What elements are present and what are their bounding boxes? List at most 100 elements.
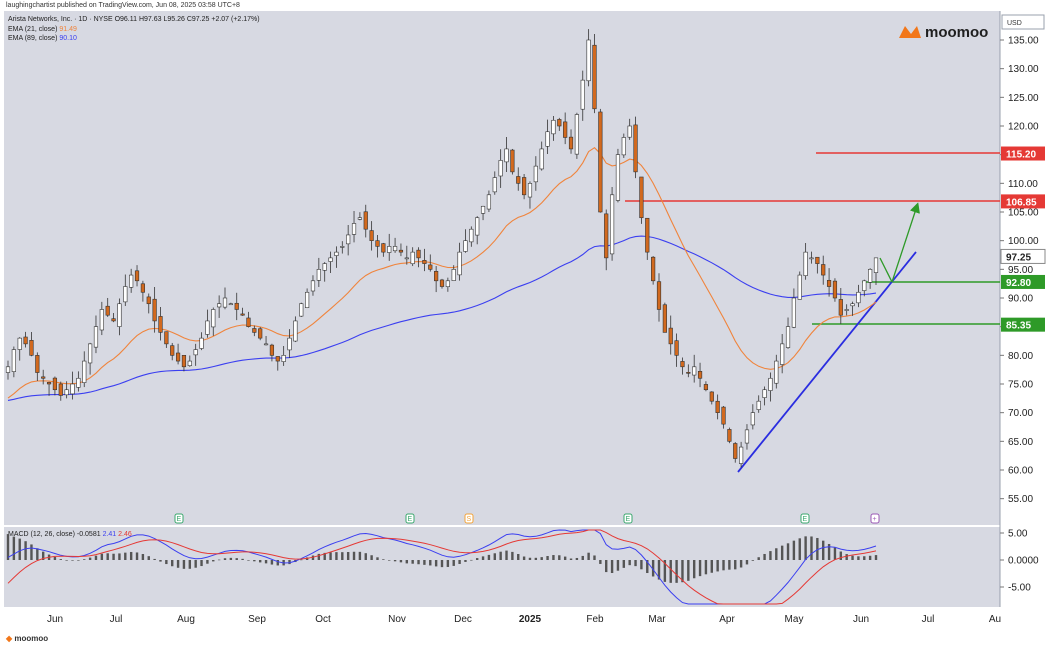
candle xyxy=(23,336,28,345)
macd-hist-bar xyxy=(83,559,86,560)
event-marker[interactable] xyxy=(800,513,810,524)
candle xyxy=(545,131,550,147)
candle xyxy=(498,160,503,177)
candle xyxy=(428,264,433,270)
event-marker[interactable] xyxy=(174,513,184,524)
symbol-legend: Arista Networks, Inc. · 1D · NYSE O96.11… xyxy=(8,16,260,23)
event-marker[interactable] xyxy=(405,513,415,524)
candle xyxy=(680,361,685,368)
macd-hist-bar xyxy=(728,560,731,570)
candle xyxy=(850,303,855,307)
macd-hist-bar xyxy=(270,560,274,565)
macd-hist-bar xyxy=(470,559,473,561)
candle xyxy=(592,44,597,110)
candle xyxy=(99,309,104,331)
candle xyxy=(58,383,63,396)
macd-hist-bar xyxy=(147,556,150,560)
event-marker[interactable] xyxy=(464,513,474,524)
macd-hist-bar xyxy=(382,559,385,560)
candle xyxy=(117,303,122,327)
candle xyxy=(35,355,40,373)
macd-hist-bar xyxy=(24,541,27,560)
candle xyxy=(363,211,368,230)
candle xyxy=(551,119,556,135)
candle xyxy=(586,39,591,82)
candle xyxy=(263,343,269,346)
macd-hist-bar xyxy=(845,554,848,560)
macd-hist-bar xyxy=(235,558,238,560)
y-tick-label: 55.00 xyxy=(1008,494,1033,505)
macd-hist-bar xyxy=(622,560,626,568)
candle xyxy=(357,217,362,220)
candle xyxy=(351,223,357,235)
level-label: 85.35 xyxy=(1006,321,1031,332)
candle xyxy=(715,400,720,413)
macd-hist-bar xyxy=(352,551,356,560)
event-marker[interactable] xyxy=(623,513,633,524)
uptrend-line xyxy=(737,251,917,473)
macd-hist-bar xyxy=(792,540,796,560)
candle xyxy=(369,230,374,241)
macd-hist-bar xyxy=(716,560,719,572)
ema89-line xyxy=(7,235,877,401)
macd-hist-bar xyxy=(411,560,414,564)
level-label-box xyxy=(1000,248,1046,264)
macd-hist-bar xyxy=(311,555,315,560)
candle xyxy=(17,337,22,350)
candle xyxy=(52,377,58,391)
y-tick-label: 80.00 xyxy=(1008,351,1033,362)
y-tick-label: 65.00 xyxy=(1008,437,1033,448)
candles xyxy=(5,29,879,468)
x-tick-label: Jul xyxy=(110,614,123,625)
macd-hist-bar xyxy=(698,560,702,577)
level-label: 115.20 xyxy=(1006,150,1036,161)
event-marker-label: + xyxy=(873,516,877,523)
macd-hist-bar xyxy=(534,557,538,560)
macd-hist-bar xyxy=(241,558,244,560)
candle xyxy=(469,228,474,243)
level-label-box xyxy=(1001,146,1045,161)
level-label-box xyxy=(1001,194,1045,209)
candle xyxy=(780,343,785,365)
signal-line xyxy=(7,529,877,605)
macd-hist-bar xyxy=(71,560,74,561)
candle xyxy=(826,280,832,287)
candle xyxy=(445,280,450,288)
candle xyxy=(416,249,421,259)
candle xyxy=(234,302,239,310)
candle xyxy=(111,318,116,322)
macd-hist-bar xyxy=(739,560,743,568)
macd-hist-bar xyxy=(499,551,502,560)
macd-hist-bar xyxy=(810,536,813,560)
candle xyxy=(703,384,709,391)
event-marker[interactable] xyxy=(870,513,880,524)
macd-hist-bar xyxy=(833,547,837,560)
x-tick-label: Jun xyxy=(853,614,869,625)
macd-tick-label: 5.00 xyxy=(1008,529,1028,540)
candle xyxy=(621,137,626,156)
candle xyxy=(674,340,679,356)
projection-dip xyxy=(879,257,893,283)
candle xyxy=(146,296,151,305)
candle xyxy=(668,327,673,345)
currency-box[interactable] xyxy=(1001,14,1045,30)
macd-tick-label: -5.00 xyxy=(1008,583,1031,594)
macd-hist-bar xyxy=(388,560,391,561)
publish-header: laughingchartist published on TradingVie… xyxy=(6,2,240,9)
candle xyxy=(387,246,392,253)
candle xyxy=(305,291,310,308)
candle xyxy=(193,349,198,356)
candle xyxy=(791,297,796,328)
candle xyxy=(93,326,99,348)
macd-hist-bar xyxy=(540,557,543,560)
candle xyxy=(533,165,538,183)
candle xyxy=(697,370,703,379)
candle xyxy=(328,257,333,262)
macd-legend: MACD (12, 26, close) -0.0581 2.41 2.46 xyxy=(8,531,132,538)
event-marker-label: E xyxy=(408,516,413,523)
candle xyxy=(134,270,140,282)
macd-hist-bar xyxy=(18,538,21,560)
candle xyxy=(627,125,632,138)
candle xyxy=(240,313,245,316)
